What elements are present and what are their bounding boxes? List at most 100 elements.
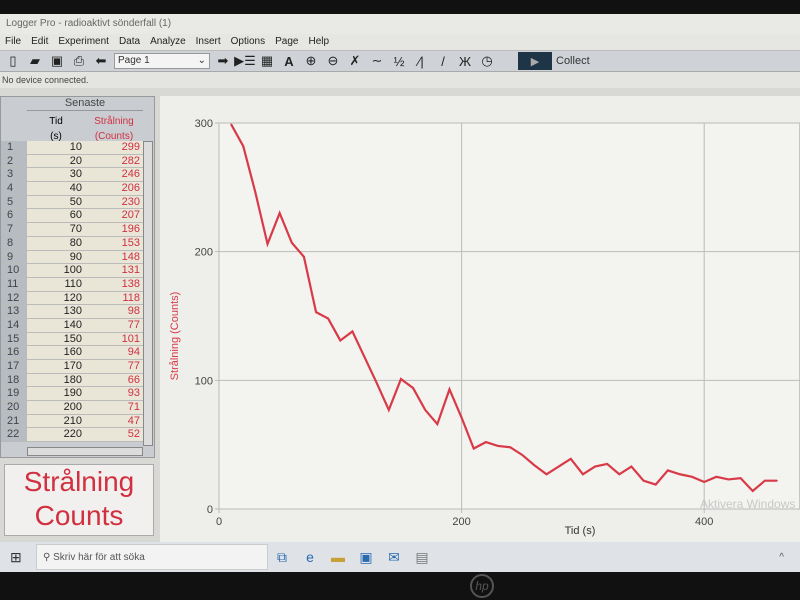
cell-stralning[interactable]: 196 bbox=[85, 223, 143, 236]
table-row[interactable]: 10 100 131 bbox=[1, 264, 143, 278]
tray-chevron-icon[interactable]: ^ bbox=[779, 551, 784, 563]
linear-fit-icon[interactable]: / bbox=[441, 53, 445, 69]
cell-stralning[interactable]: 206 bbox=[85, 182, 143, 195]
table-row[interactable]: 11 110 138 bbox=[1, 277, 143, 292]
cell-tid[interactable]: 200 bbox=[27, 401, 85, 414]
chart[interactable]: Strålning (Counts) Tid (s) Aktivera Window… bbox=[160, 96, 800, 542]
cell-stralning[interactable]: 71 bbox=[85, 401, 143, 414]
cell-stralning[interactable]: 148 bbox=[85, 250, 143, 264]
table-row[interactable]: 21 210 47 bbox=[1, 414, 143, 429]
zoom-in-icon[interactable]: ⊕ bbox=[305, 53, 317, 68]
open-icon[interactable]: ▰ bbox=[30, 53, 40, 68]
page-select[interactable]: Page 1 ⌄ bbox=[114, 53, 210, 69]
integral-icon[interactable]: ½ bbox=[393, 53, 405, 69]
vertical-scrollbar[interactable] bbox=[143, 141, 153, 446]
table-row[interactable]: 22 220 52 bbox=[1, 428, 143, 443]
table-row[interactable]: 7 70 196 bbox=[1, 223, 143, 237]
menu-analyze[interactable]: Analyze bbox=[150, 36, 186, 47]
calculator-icon[interactable]: ▦ bbox=[260, 53, 274, 68]
table-row[interactable]: 14 140 77 bbox=[1, 318, 143, 333]
graph-panel[interactable]: Strålning (Counts) Tid (s) Aktivera Window… bbox=[160, 96, 800, 542]
column-header-stralning[interactable]: Strålning (Counts) bbox=[85, 111, 143, 142]
cell-stralning[interactable]: 101 bbox=[85, 332, 143, 346]
cell-stralning[interactable]: 131 bbox=[85, 264, 143, 277]
cell-stralning[interactable]: 47 bbox=[85, 414, 143, 428]
cell-tid[interactable]: 80 bbox=[27, 236, 85, 250]
table-row[interactable]: 9 90 148 bbox=[1, 250, 143, 265]
data-browser-icon[interactable]: ▶☰ bbox=[234, 53, 256, 68]
collect-button[interactable]: ▶ bbox=[518, 52, 552, 70]
cell-stralning[interactable]: 138 bbox=[85, 277, 143, 291]
table-row[interactable]: 8 80 153 bbox=[1, 236, 143, 251]
horizontal-scrollbar[interactable] bbox=[27, 447, 143, 456]
cell-tid[interactable]: 190 bbox=[27, 387, 85, 401]
forward-arrow-icon[interactable]: ➡ bbox=[217, 53, 229, 68]
table-row[interactable]: 19 190 93 bbox=[1, 387, 143, 402]
print-icon[interactable]: ⎙ bbox=[73, 53, 85, 68]
menu-file[interactable]: File bbox=[5, 36, 22, 47]
cell-tid[interactable]: 90 bbox=[27, 250, 85, 264]
cell-tid[interactable]: 70 bbox=[27, 223, 85, 236]
cell-tid[interactable]: 140 bbox=[27, 318, 85, 332]
autoscale-icon[interactable]: A bbox=[284, 53, 294, 69]
cell-stralning[interactable]: 207 bbox=[85, 209, 143, 223]
curve-fit-icon[interactable]: Ж bbox=[458, 53, 471, 69]
cell-stralning[interactable]: 282 bbox=[85, 154, 143, 168]
table-row[interactable]: 13 130 98 bbox=[1, 305, 143, 319]
cell-tid[interactable]: 120 bbox=[27, 291, 85, 305]
cell-tid[interactable]: 20 bbox=[27, 154, 85, 168]
cell-stralning[interactable]: 77 bbox=[85, 318, 143, 332]
cell-tid[interactable]: 110 bbox=[27, 277, 85, 291]
column-header-tid[interactable]: Tid (s) bbox=[27, 111, 85, 142]
save-icon[interactable]: ▣ bbox=[50, 53, 64, 68]
table-row[interactable]: 16 160 94 bbox=[1, 346, 143, 360]
table-row[interactable]: 18 180 66 bbox=[1, 373, 143, 388]
cell-tid[interactable]: 160 bbox=[27, 346, 85, 359]
cell-stralning[interactable]: 93 bbox=[85, 387, 143, 401]
stats-icon[interactable]: ⁄| bbox=[418, 53, 424, 69]
table-row[interactable]: 1 10 299 bbox=[1, 141, 143, 155]
replay-icon[interactable]: ◷ bbox=[481, 53, 493, 68]
table-row[interactable]: 2 20 282 bbox=[1, 154, 143, 169]
task-view-icon[interactable]: ⧉ bbox=[277, 548, 287, 565]
cell-tid[interactable]: 60 bbox=[27, 209, 85, 223]
menu-help[interactable]: Help bbox=[308, 36, 330, 47]
cell-tid[interactable]: 30 bbox=[27, 168, 85, 182]
table-row[interactable]: 12 120 118 bbox=[1, 291, 143, 306]
cell-tid[interactable]: 130 bbox=[27, 305, 85, 318]
cell-tid[interactable]: 10 bbox=[27, 141, 85, 154]
examine-icon[interactable]: ✗ bbox=[349, 53, 361, 68]
menu-edit[interactable]: Edit bbox=[31, 36, 49, 47]
menu-page[interactable]: Page bbox=[275, 36, 299, 47]
mail-icon[interactable]: ✉ bbox=[388, 548, 400, 565]
logger-pro-icon[interactable]: ▤ bbox=[415, 548, 429, 565]
windows-start-icon[interactable]: ⊞ bbox=[10, 548, 22, 565]
cell-stralning[interactable]: 52 bbox=[85, 428, 143, 442]
store-icon[interactable]: ▣ bbox=[359, 548, 373, 565]
cell-tid[interactable]: 170 bbox=[27, 360, 85, 373]
menu-data[interactable]: Data bbox=[118, 36, 141, 47]
edge-icon[interactable]: e bbox=[306, 549, 314, 565]
table-row[interactable]: 15 150 101 bbox=[1, 332, 143, 347]
cell-tid[interactable]: 50 bbox=[27, 195, 85, 209]
cell-stralning[interactable]: 153 bbox=[85, 236, 143, 250]
table-row[interactable]: 4 40 206 bbox=[1, 182, 143, 196]
cell-tid[interactable]: 220 bbox=[27, 428, 85, 442]
cell-stralning[interactable]: 77 bbox=[85, 360, 143, 373]
menu-insert[interactable]: Insert bbox=[195, 36, 221, 47]
tangent-icon[interactable]: ∼ bbox=[371, 53, 383, 68]
cell-tid[interactable]: 180 bbox=[27, 373, 85, 387]
taskbar-search[interactable]: ⚲ Skriv här för att söka bbox=[36, 544, 268, 570]
table-row[interactable]: 20 200 71 bbox=[1, 401, 143, 415]
zoom-out-icon[interactable]: ⊖ bbox=[327, 53, 339, 68]
menu-experiment[interactable]: Experiment bbox=[58, 36, 109, 47]
back-arrow-icon[interactable]: ⬅ bbox=[95, 53, 107, 68]
new-icon[interactable]: ▯ bbox=[9, 53, 17, 68]
table-row[interactable]: 17 170 77 bbox=[1, 360, 143, 374]
table-row[interactable]: 5 50 230 bbox=[1, 195, 143, 210]
collect-label[interactable]: Collect bbox=[556, 55, 590, 67]
cell-tid[interactable]: 100 bbox=[27, 264, 85, 277]
file-explorer-icon[interactable]: ▬ bbox=[331, 549, 345, 565]
cell-stralning[interactable]: 94 bbox=[85, 346, 143, 359]
cell-stralning[interactable]: 118 bbox=[85, 291, 143, 305]
